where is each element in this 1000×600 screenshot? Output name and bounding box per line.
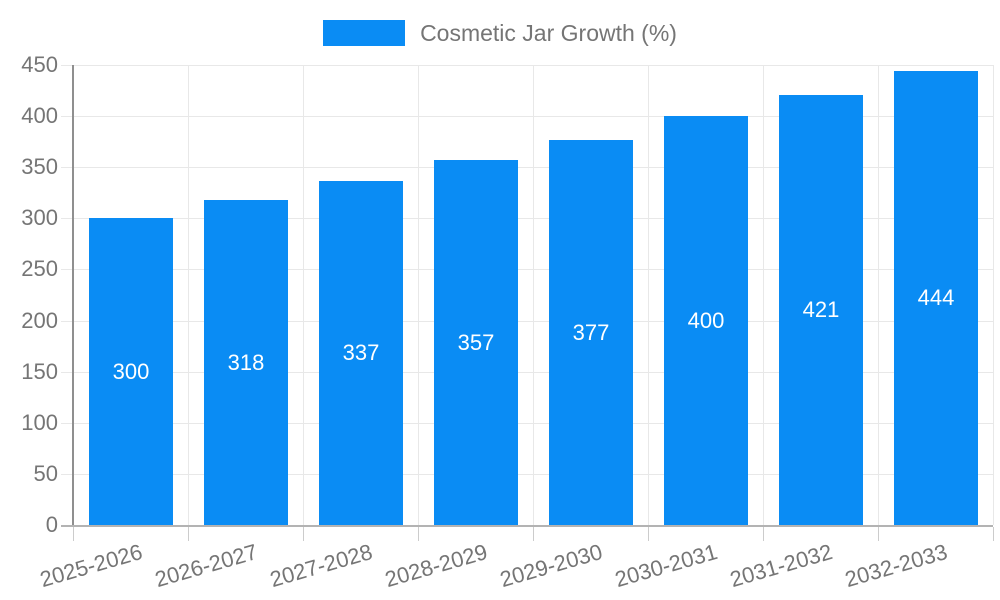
x-axis-tick [418,527,419,541]
bar: 421 [779,95,863,525]
chart-legend: Cosmetic Jar Growth (%) [0,17,1000,49]
y-gridline [61,269,993,270]
x-tick-label: 2029-2030 [497,539,606,593]
y-tick-label: 200 [21,308,58,333]
x-tick-label: 2030-2031 [612,539,721,593]
x-gridline [418,65,419,525]
x-gridline [993,65,994,525]
bar: 444 [894,71,978,525]
bar-value-label: 421 [802,297,840,322]
x-tick-label: 2028-2029 [382,539,491,593]
y-axis-line [72,65,74,525]
y-tick-label: 400 [21,103,58,128]
bar-value-label: 337 [342,340,380,365]
x-axis-tick [73,527,74,541]
bar: 318 [204,200,288,525]
bar-value-label: 300 [112,358,150,384]
legend-swatch[interactable] [323,20,406,46]
y-tick-label: 350 [21,154,58,179]
x-gridline [878,65,879,525]
bar-value-label: 357 [457,329,495,355]
x-axis-tick [533,527,534,541]
y-tick-label: 150 [21,359,58,384]
bar-value-label: 444 [917,285,955,310]
y-gridline [61,167,993,168]
bar: 300 [89,218,173,525]
y-gridline [61,116,993,117]
x-axis-tick [763,527,764,541]
bar: 377 [549,140,633,525]
x-gridline [303,65,304,525]
y-tick-label: 50 [33,461,58,486]
bar-value-label: 400 [687,307,725,333]
x-axis-tick [303,527,304,541]
x-axis-tick [648,527,649,541]
x-axis-tick [993,527,994,541]
bar: 337 [319,181,403,525]
y-tick-label: 0 [45,512,58,537]
y-gridline [61,372,993,373]
x-gridline [648,65,649,525]
bar-value-label: 318 [227,349,265,375]
x-tick-label: 2027-2028 [267,539,376,593]
y-tick-label: 100 [21,410,58,435]
x-gridline [533,65,534,525]
x-tick-label: 2031-2032 [727,539,836,593]
x-axis-tick [188,527,189,541]
y-gridline [61,423,993,424]
y-gridline [61,65,993,66]
bar-value-label: 377 [572,319,610,345]
y-gridline [61,474,993,475]
x-tick-label: 2025-2026 [37,539,146,593]
y-gridline [61,218,993,219]
y-tick-label: 450 [21,52,58,77]
x-axis-tick [878,527,879,541]
x-gridline [763,65,764,525]
y-tick-label: 300 [21,205,58,230]
x-tick-label: 2032-2033 [842,539,951,593]
bar: 357 [434,160,518,525]
legend-label[interactable]: Cosmetic Jar Growth (%) [420,20,677,46]
y-tick-label: 250 [21,256,58,281]
bar: 400 [664,116,748,525]
x-gridline [188,65,189,525]
x-axis-line [61,525,993,527]
y-gridline [61,321,993,322]
x-tick-label: 2026-2027 [152,539,261,593]
